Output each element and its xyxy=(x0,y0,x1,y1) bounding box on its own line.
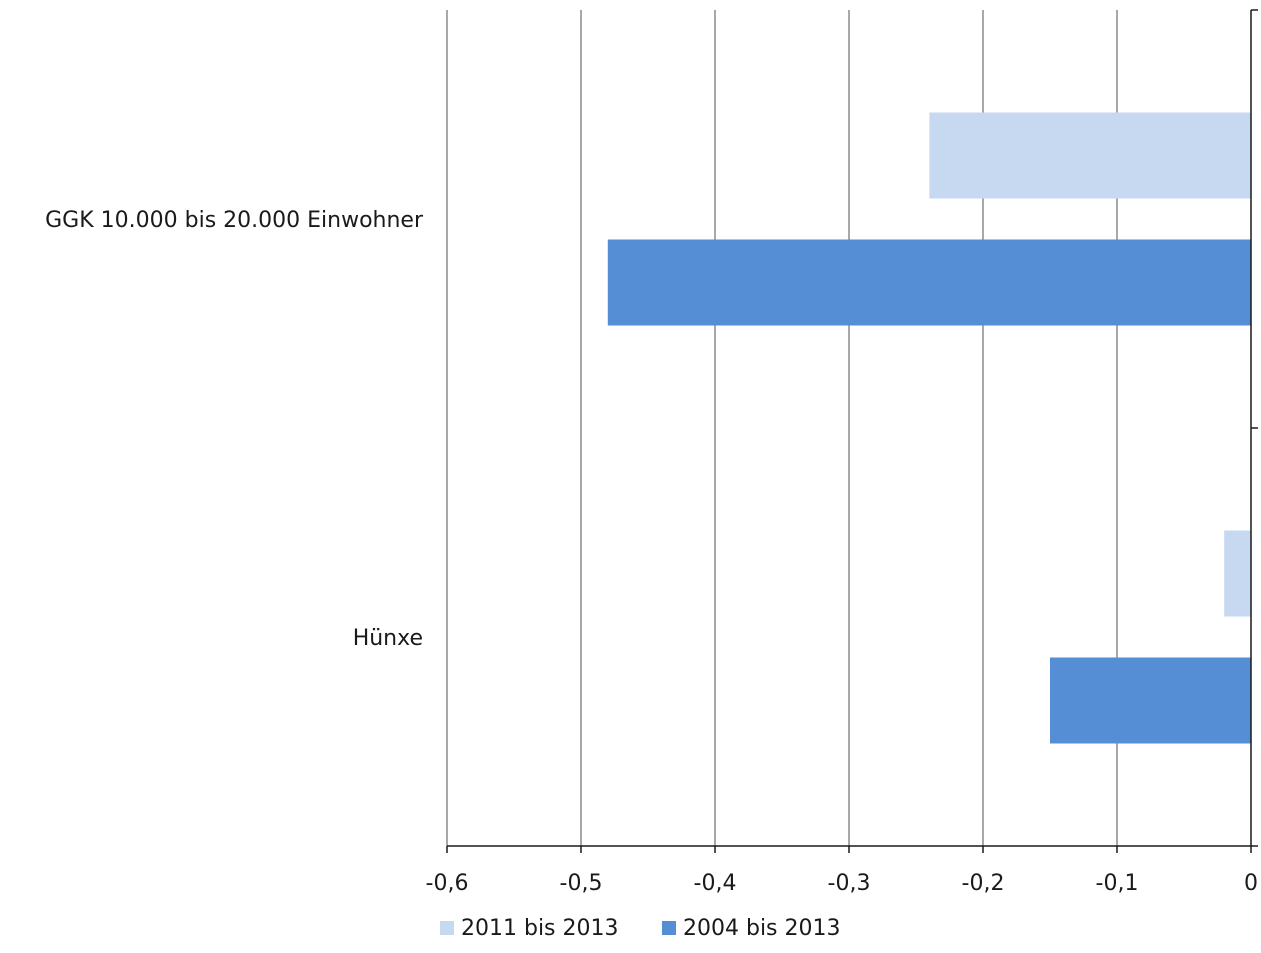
legend: 2011 bis 2013 2004 bis 2013 xyxy=(440,916,841,941)
bar xyxy=(1050,657,1251,744)
category-label: Hünxe xyxy=(353,626,423,651)
x-tick-label: -0,6 xyxy=(426,871,469,896)
x-tick-label: -0,3 xyxy=(828,871,871,896)
legend-swatch xyxy=(440,921,454,935)
axes xyxy=(446,9,1258,853)
bars xyxy=(607,112,1251,744)
x-tick-label: -0,2 xyxy=(962,871,1005,896)
x-tick-label: -0,1 xyxy=(1096,871,1139,896)
bar xyxy=(607,239,1251,326)
x-tick-labels: -0,6 -0,5 -0,4 -0,3 -0,2 -0,1 0 xyxy=(426,871,1258,896)
x-tick-label: 0 xyxy=(1244,871,1258,896)
x-tick-label: -0,5 xyxy=(560,871,603,896)
category-labels: GGK 10.000 bis 20.000 Einwohner Hünxe xyxy=(45,208,424,651)
legend-swatch xyxy=(662,921,676,935)
legend-label: 2004 bis 2013 xyxy=(683,916,841,941)
x-tick-label: -0,4 xyxy=(694,871,737,896)
legend-label: 2011 bis 2013 xyxy=(461,916,619,941)
category-label: GGK 10.000 bis 20.000 Einwohner xyxy=(45,208,424,233)
bar xyxy=(1224,530,1251,617)
bar xyxy=(929,112,1251,199)
